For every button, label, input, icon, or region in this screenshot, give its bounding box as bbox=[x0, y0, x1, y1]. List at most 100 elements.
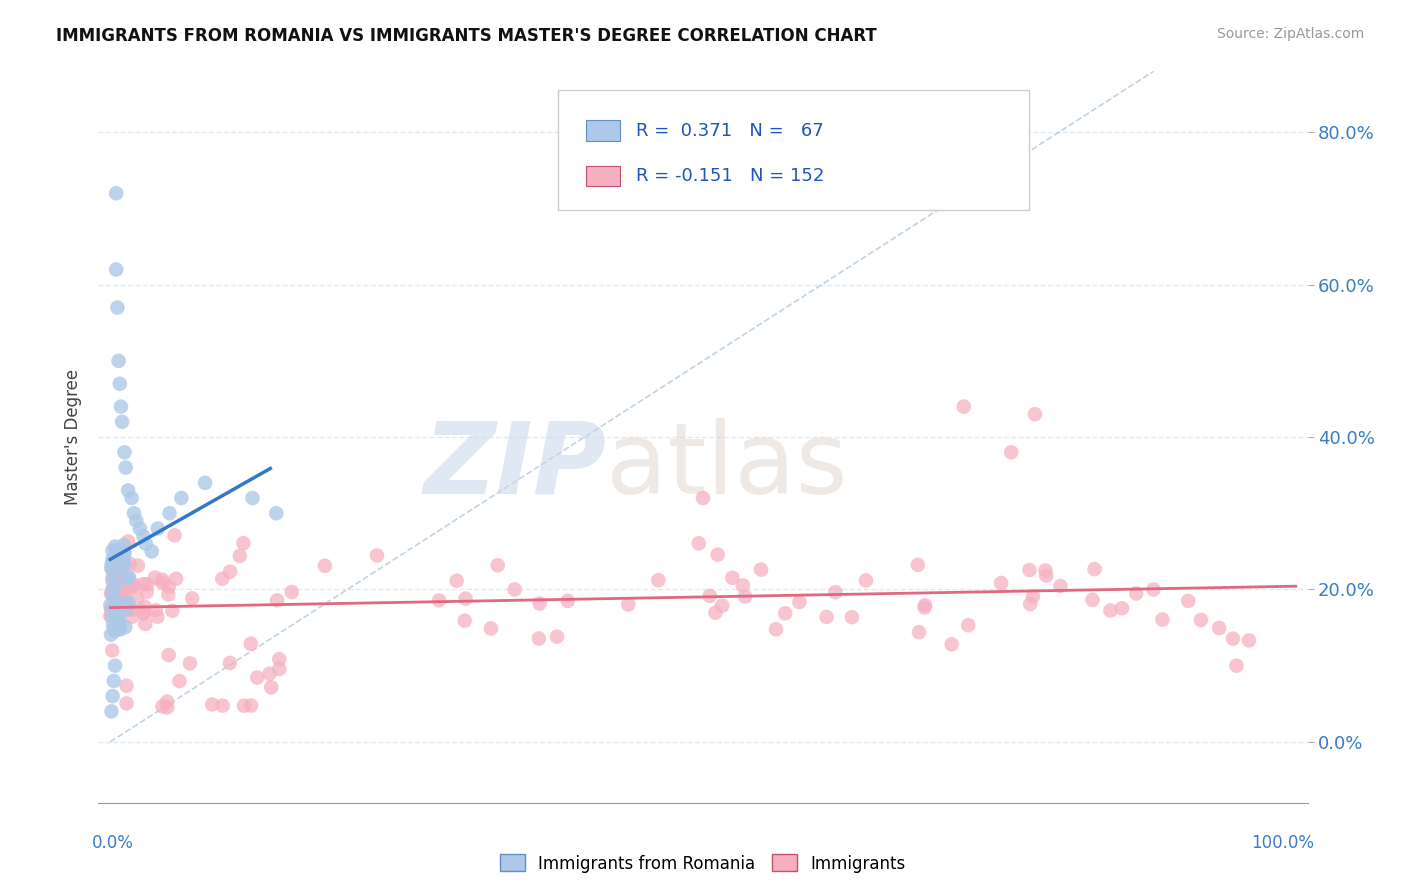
Point bbox=[121, 610, 143, 624]
Point bbox=[100, 628, 122, 642]
Point bbox=[454, 591, 477, 606]
Point bbox=[107, 611, 129, 625]
Point bbox=[157, 580, 180, 594]
Point bbox=[841, 610, 863, 624]
Text: IMMIGRANTS FROM ROMANIA VS IMMIGRANTS MASTER'S DEGREE CORRELATION CHART: IMMIGRANTS FROM ROMANIA VS IMMIGRANTS MA… bbox=[56, 27, 877, 45]
Point bbox=[692, 491, 714, 505]
Point bbox=[111, 581, 134, 595]
Point bbox=[110, 400, 132, 414]
Point bbox=[446, 574, 468, 588]
Point bbox=[1152, 613, 1174, 627]
Point bbox=[557, 594, 579, 608]
Point bbox=[105, 550, 128, 565]
Point bbox=[150, 573, 173, 587]
Text: Source: ZipAtlas.com: Source: ZipAtlas.com bbox=[1216, 27, 1364, 41]
Point bbox=[486, 558, 509, 573]
Point bbox=[688, 536, 710, 550]
Point bbox=[218, 656, 240, 670]
Point bbox=[115, 679, 138, 693]
Point bbox=[269, 662, 291, 676]
Point bbox=[110, 571, 132, 585]
Point bbox=[242, 491, 264, 505]
Point bbox=[105, 301, 128, 315]
Point bbox=[117, 483, 139, 498]
Point bbox=[104, 578, 127, 592]
Point bbox=[105, 262, 128, 277]
Point bbox=[115, 697, 138, 711]
Point bbox=[157, 648, 180, 662]
Point bbox=[104, 658, 127, 673]
Point bbox=[122, 506, 145, 520]
Point bbox=[952, 400, 974, 414]
Point bbox=[1000, 445, 1022, 459]
FancyBboxPatch shape bbox=[586, 120, 620, 141]
Point bbox=[617, 598, 640, 612]
Point bbox=[100, 588, 122, 602]
Point bbox=[100, 609, 122, 624]
Point bbox=[132, 607, 155, 621]
Point bbox=[108, 621, 131, 635]
Point bbox=[111, 582, 134, 597]
Point bbox=[145, 603, 167, 617]
Point bbox=[233, 698, 256, 713]
Point bbox=[704, 606, 727, 620]
Point bbox=[181, 591, 204, 606]
Point bbox=[121, 491, 143, 505]
FancyBboxPatch shape bbox=[586, 166, 620, 186]
Point bbox=[112, 588, 135, 602]
Point bbox=[132, 529, 155, 543]
Point bbox=[1049, 579, 1071, 593]
Point bbox=[107, 561, 129, 575]
Point bbox=[211, 698, 233, 713]
Point bbox=[749, 563, 772, 577]
Point bbox=[101, 561, 124, 575]
Point bbox=[108, 615, 131, 630]
Point bbox=[111, 415, 134, 429]
Point bbox=[107, 570, 129, 584]
Point bbox=[122, 577, 145, 591]
Point bbox=[194, 475, 217, 490]
Point bbox=[941, 637, 963, 651]
Point bbox=[706, 548, 728, 562]
Legend: Immigrants from Romania, Immigrants: Immigrants from Romania, Immigrants bbox=[494, 847, 912, 880]
Point bbox=[107, 564, 129, 578]
Point bbox=[101, 585, 124, 599]
Point bbox=[1237, 633, 1260, 648]
Point bbox=[146, 521, 169, 535]
Point bbox=[699, 589, 721, 603]
Point bbox=[239, 637, 262, 651]
Point bbox=[503, 582, 526, 597]
Point bbox=[132, 605, 155, 619]
Point bbox=[112, 558, 135, 572]
Point bbox=[141, 544, 163, 558]
Point bbox=[135, 537, 157, 551]
Point bbox=[1081, 592, 1104, 607]
Point bbox=[114, 445, 136, 459]
Point bbox=[1024, 407, 1046, 421]
Point bbox=[100, 607, 122, 621]
Point bbox=[108, 584, 131, 599]
Point bbox=[101, 600, 124, 615]
Point bbox=[101, 571, 124, 585]
Point bbox=[101, 601, 124, 615]
Point bbox=[105, 542, 128, 557]
Point bbox=[280, 585, 302, 599]
Point bbox=[914, 598, 936, 612]
Point bbox=[118, 602, 141, 616]
Point bbox=[1125, 586, 1147, 600]
Point bbox=[165, 572, 187, 586]
Point bbox=[101, 617, 124, 632]
Point bbox=[232, 536, 254, 550]
Point bbox=[110, 558, 132, 572]
Point bbox=[264, 506, 287, 520]
Point bbox=[129, 521, 152, 535]
Point bbox=[773, 607, 796, 621]
Point bbox=[240, 698, 263, 713]
Point bbox=[101, 643, 124, 657]
Text: atlas: atlas bbox=[606, 417, 848, 515]
Y-axis label: Master's Degree: Master's Degree bbox=[65, 369, 83, 505]
Point bbox=[479, 622, 502, 636]
Point bbox=[1222, 632, 1244, 646]
Point bbox=[427, 593, 450, 607]
Point bbox=[117, 596, 139, 610]
